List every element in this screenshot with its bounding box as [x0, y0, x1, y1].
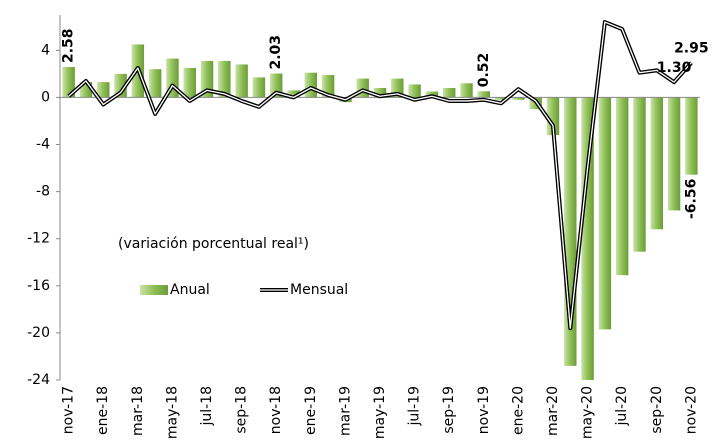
x-tick-label: sep-20: [649, 386, 665, 434]
x-tick-label: sep-18: [234, 386, 250, 434]
bar: [287, 90, 300, 98]
x-tick-label: ene-20: [510, 386, 526, 435]
bar: [235, 64, 248, 98]
y-tick-label: -4: [36, 137, 50, 153]
y-tick-label: -12: [27, 231, 50, 247]
bar: [581, 97, 594, 380]
legend-label: Mensual: [290, 282, 348, 298]
annotation: (variación porcentual real¹): [118, 236, 309, 252]
x-tick-label: ene-19: [303, 386, 319, 435]
y-tick-label: -16: [27, 278, 50, 294]
bar: [218, 60, 231, 98]
x-tick-label: may-20: [580, 386, 596, 439]
bar: [269, 73, 283, 98]
y-tick-label: -20: [27, 325, 50, 341]
x-tick-label: ene-18: [95, 386, 111, 435]
legend-label: Anual: [170, 282, 210, 298]
y-tick-label: -24: [27, 372, 50, 388]
x-tick-label: jul-18: [199, 386, 215, 427]
value-label: -6.56: [683, 179, 699, 219]
bar: [148, 69, 162, 98]
value-label: 1.30: [657, 60, 692, 76]
bar: [200, 60, 214, 98]
x-tick-label: mar-19: [337, 386, 353, 436]
x-tick-label: nov-17: [61, 386, 77, 434]
bar: [598, 97, 612, 330]
bar: [252, 77, 266, 98]
bar: [460, 83, 473, 98]
x-tick-label: jul-20: [614, 386, 630, 427]
x-tick-label: nov-19: [476, 386, 492, 434]
x-tick-label: nov-20: [683, 386, 699, 434]
x-tick-label: mar-20: [545, 386, 561, 436]
bar: [373, 88, 387, 98]
bar: [408, 84, 421, 98]
x-tick-label: mar-18: [130, 386, 146, 436]
bar: [512, 97, 525, 100]
value-label: 0.52: [476, 53, 492, 88]
value-label: 2.03: [268, 35, 284, 70]
bar: [633, 97, 646, 252]
value-label: 2.95: [674, 41, 709, 57]
bar: [615, 97, 629, 276]
bar: [546, 97, 560, 136]
bar: [97, 82, 110, 98]
bar: [477, 91, 491, 98]
x-tick-label: nov-18: [268, 386, 284, 434]
bar: [650, 97, 663, 230]
bar: [183, 67, 196, 98]
line-inner: [68, 21, 692, 329]
x-tick-label: may-18: [164, 386, 180, 439]
legend-swatch: [140, 285, 168, 295]
bar: [304, 72, 318, 98]
bar: [685, 97, 698, 175]
y-tick-label: 0: [41, 89, 50, 105]
x-tick-label: may-19: [372, 386, 388, 439]
bar: [667, 97, 681, 211]
y-tick-label: 4: [41, 42, 50, 58]
value-label: 2.58: [61, 28, 77, 63]
bar: [62, 67, 75, 98]
x-tick-label: sep-19: [441, 386, 457, 434]
bar: [442, 88, 456, 98]
x-tick-label: jul-19: [407, 386, 423, 427]
line: [67, 20, 693, 331]
bar: [494, 97, 508, 100]
y-tick-label: -8: [36, 184, 50, 200]
